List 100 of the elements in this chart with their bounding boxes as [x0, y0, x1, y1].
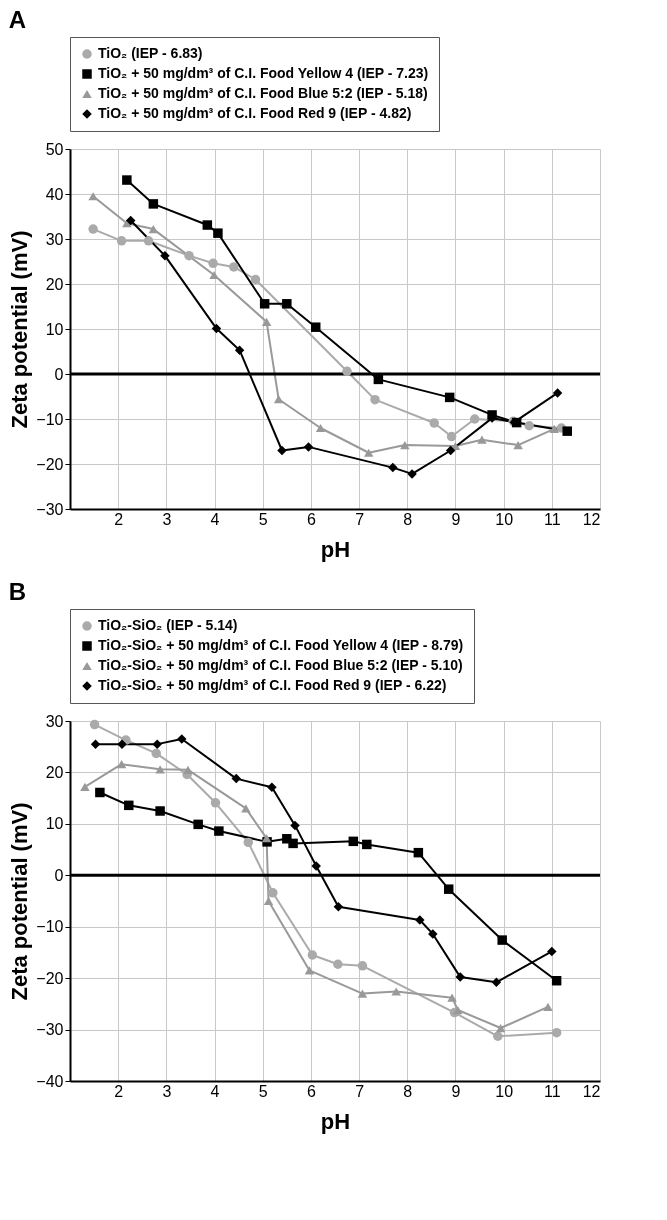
point — [310, 322, 321, 332]
point — [209, 270, 219, 280]
legend-label: TiO₂ + 50 mg/dm³ of C.I. Food Blue 5:2 (IEP - 5.18) — [98, 85, 428, 101]
legend-label: TiO₂-SiO₂ (IEP - 5.14) — [98, 617, 238, 633]
y-tick-label: −20 — [36, 455, 64, 473]
x-tick-label: 10 — [495, 510, 514, 528]
point — [250, 274, 261, 285]
point — [214, 826, 224, 836]
point — [549, 424, 559, 434]
point — [261, 834, 272, 843]
point — [469, 414, 480, 424]
point — [388, 462, 398, 473]
point — [547, 946, 557, 957]
point — [496, 1023, 506, 1033]
point — [497, 935, 507, 945]
point — [455, 972, 466, 982]
y-tick-label: −30 — [36, 1021, 64, 1039]
point — [562, 426, 572, 436]
point — [491, 977, 502, 987]
point — [443, 884, 454, 894]
point — [357, 989, 368, 998]
y-tick-label: 10 — [45, 815, 64, 833]
point — [288, 838, 298, 849]
point — [143, 236, 154, 246]
point — [543, 1002, 553, 1012]
point — [413, 847, 424, 858]
x-tick-label: 10 — [495, 1082, 514, 1100]
x-axis-title: pH — [320, 536, 351, 562]
point — [116, 760, 127, 769]
x-tick-label: 8 — [403, 510, 413, 528]
x-tick-label: 5 — [258, 510, 268, 528]
point — [446, 431, 457, 442]
point — [151, 748, 161, 759]
x-tick-label: 3 — [162, 510, 172, 528]
y-tick-label: 10 — [45, 320, 64, 338]
y-tick-label: −40 — [36, 1072, 64, 1090]
point — [303, 442, 314, 452]
point — [267, 782, 277, 793]
x-tick-label: 4 — [210, 1082, 220, 1100]
point — [391, 987, 401, 996]
legend-label: TiO₂ + 50 mg/dm³ of C.I. Food Red 9 (IEP - 4.82) — [98, 105, 412, 121]
point — [231, 773, 241, 784]
y-tick-label: 50 — [45, 140, 64, 158]
point — [429, 418, 439, 428]
point — [363, 448, 374, 457]
chart-title: A — [8, 5, 27, 33]
point — [155, 765, 165, 774]
chart-title: B — [8, 577, 27, 605]
point — [241, 804, 251, 813]
point — [453, 1005, 463, 1015]
point — [243, 837, 254, 848]
x-tick-label: 6 — [306, 1082, 316, 1100]
y-tick-label: 40 — [45, 185, 64, 203]
point — [95, 787, 105, 798]
x-tick-label: 4 — [210, 510, 220, 528]
y-tick-label: 0 — [54, 365, 64, 383]
y-axis-title: Zeta potential (mV) — [7, 802, 33, 1001]
point — [282, 299, 292, 309]
point — [290, 820, 300, 831]
point — [513, 440, 523, 450]
point — [444, 392, 455, 403]
point — [80, 782, 90, 791]
legend-label: TiO₂-SiO₂ + 50 mg/dm³ of C.I. Food Red 9 (IEP - 6.22) — [98, 677, 447, 693]
point — [148, 199, 159, 209]
point — [148, 224, 159, 234]
point — [268, 888, 278, 898]
point — [259, 299, 270, 309]
y-tick-label: 30 — [45, 712, 64, 730]
point — [400, 440, 410, 450]
point — [88, 192, 98, 201]
point — [370, 394, 380, 405]
x-tick-label: 8 — [403, 1082, 413, 1100]
legend-label: TiO₂-SiO₂ + 50 mg/dm³ of C.I. Food Yellow 4 (IEP - 8.79) — [98, 637, 464, 653]
point — [551, 1027, 562, 1038]
y-tick-label: 0 — [54, 866, 64, 884]
point — [125, 215, 136, 226]
x-tick-label: 6 — [306, 510, 316, 528]
y-tick-label: 20 — [45, 275, 64, 293]
point — [333, 959, 343, 969]
y-tick-label: 30 — [45, 230, 64, 248]
point — [315, 423, 326, 433]
x-tick-label: 7 — [355, 510, 365, 528]
point — [477, 435, 487, 444]
x-axis-title: pH — [320, 1108, 351, 1134]
x-tick-label: 2 — [114, 1082, 124, 1100]
point — [202, 220, 213, 230]
y-tick-label: 20 — [45, 763, 64, 781]
point — [234, 345, 245, 355]
x-tick-label: 9 — [451, 1082, 461, 1100]
point — [428, 929, 438, 939]
point — [193, 819, 203, 830]
point — [524, 421, 534, 431]
point — [90, 739, 101, 749]
y-axis-title: Zeta potential (mV) — [7, 230, 33, 429]
point — [261, 317, 272, 326]
point — [210, 798, 221, 808]
x-tick-label: 9 — [451, 510, 461, 528]
x-tick-label: 2 — [114, 510, 124, 528]
x-tick-label: 3 — [162, 1082, 172, 1100]
y-tick-label: −10 — [36, 410, 64, 428]
